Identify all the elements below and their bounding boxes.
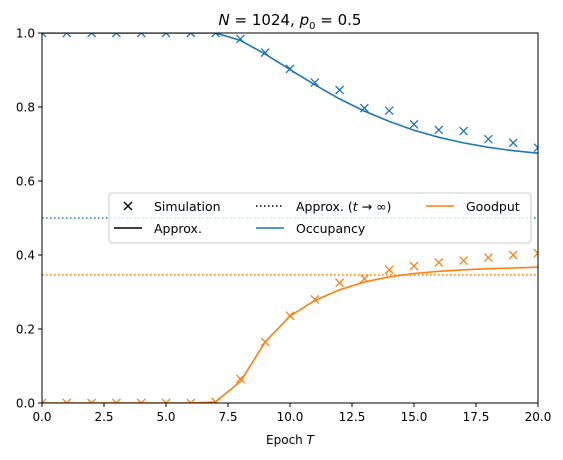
legend-label-occupancy: Occupancy xyxy=(296,221,366,236)
goodput-simulation-point xyxy=(484,254,492,262)
goodput-simulation-point xyxy=(509,251,517,259)
occupancy-simulation-point xyxy=(286,65,294,73)
goodput-approx-line xyxy=(42,267,538,403)
occupancy-simulation-point xyxy=(435,126,443,134)
y-tick-label: 0.2 xyxy=(16,323,35,337)
occupancy-simulation-point xyxy=(410,120,418,128)
y-tick-label: 0.4 xyxy=(16,249,35,263)
occupancy-simulation-point xyxy=(336,86,344,94)
chart-title: N = 1024, p0 = 0.5 xyxy=(219,11,362,32)
goodput-simulation-point xyxy=(261,338,269,346)
occupancy-simulation-point xyxy=(509,139,517,147)
x-tick-label: 5.0 xyxy=(156,410,175,424)
occupancy-simulation-point xyxy=(385,107,393,115)
x-tick-label: 15.0 xyxy=(401,410,428,424)
occupancy-simulation-point xyxy=(460,127,468,135)
goodput-simulation-point xyxy=(286,312,294,320)
occupancy-simulation-point xyxy=(484,135,492,143)
x-tick-label: 10.0 xyxy=(277,410,304,424)
goodput-simulation-point xyxy=(336,279,344,287)
legend-label-simulation: Simulation xyxy=(154,199,221,214)
goodput-simulation-point xyxy=(460,257,468,265)
y-tick-label: 0.0 xyxy=(16,397,35,411)
x-tick-label: 20.0 xyxy=(525,410,552,424)
y-tick-label: 0.8 xyxy=(16,101,35,115)
legend: Simulation Approx. Approx. (t → ∞) Occup… xyxy=(109,193,531,243)
legend-label-approx: Approx. xyxy=(154,221,202,236)
legend-label-approx-limit: Approx. (t → ∞) xyxy=(296,199,391,214)
legend-label-goodput: Goodput xyxy=(466,199,520,214)
x-tick-label: 7.5 xyxy=(218,410,237,424)
x-tick-label: 12.5 xyxy=(339,410,366,424)
x-tick-label: 17.5 xyxy=(463,410,490,424)
y-tick-label: 0.6 xyxy=(16,175,35,189)
goodput-simulation-point xyxy=(435,258,443,266)
goodput-simulation-point xyxy=(385,266,393,274)
x-tick-label: 2.5 xyxy=(94,410,113,424)
goodput-simulation-point xyxy=(410,262,418,270)
y-tick-label: 1.0 xyxy=(16,27,35,41)
occupancy-approx-line xyxy=(42,33,538,153)
x-tick-label: 0.0 xyxy=(32,410,51,424)
x-axis-label: Epoch T xyxy=(266,433,316,447)
